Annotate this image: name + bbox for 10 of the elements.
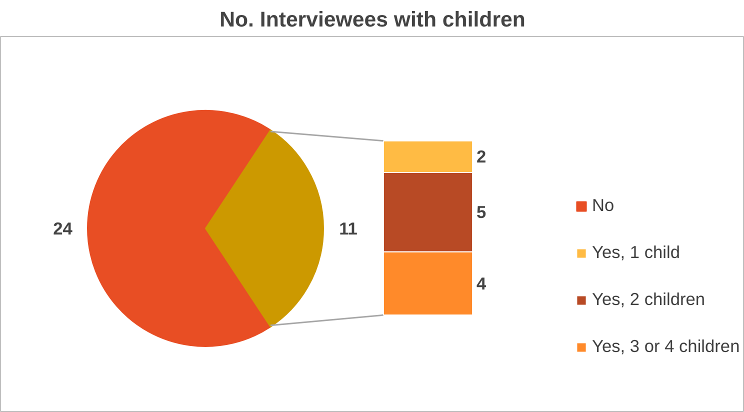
data-label: 11 [339,218,358,238]
legend-label: Yes, 2 children [592,289,706,310]
legend-label: No [592,195,614,216]
chart-title: No. Interviewees with children [220,8,526,32]
data-label: 5 [476,202,486,222]
data-label: 24 [53,218,73,238]
legend-label: Yes, 1 child [592,242,680,263]
data-label: 4 [476,273,486,294]
legend-label: Yes, 3 or 4 children [592,336,740,357]
data-label: 2 [476,146,486,167]
